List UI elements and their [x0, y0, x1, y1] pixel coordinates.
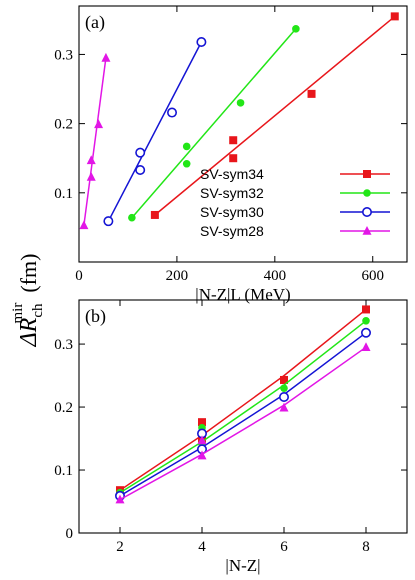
- data-point: [280, 375, 288, 384]
- y-tick-label: 0.2: [54, 117, 73, 133]
- y-tick-label: 0: [66, 526, 74, 542]
- x-axis-label: |N-Z|L (MeV): [195, 285, 290, 304]
- y-tick-label: 0.2: [54, 400, 73, 416]
- series-sv-sym28: [115, 342, 371, 504]
- series-line: [119, 346, 367, 501]
- series-line: [119, 320, 367, 494]
- panel-a: 0 200 400 600 0.1 0.2 0.3 (a) |N-Z|L (MeV) SV-sym…: [54, 5, 408, 304]
- series-sv-sym34: [116, 305, 370, 495]
- data-point: [94, 119, 104, 129]
- x-tick-label: 6: [280, 539, 288, 555]
- legend: SV-sym34 SV-sym32 SV-sym30 SV-sym28: [200, 166, 390, 239]
- data-point: [362, 316, 370, 325]
- plot-frame: [78, 299, 408, 534]
- legend-label: SV-sym30: [200, 204, 264, 220]
- data-point: [135, 164, 146, 175]
- data-point: [236, 99, 245, 107]
- legend-label: SV-sym34: [200, 166, 264, 182]
- series-sv-sym34: [150, 12, 399, 219]
- data-point: [197, 450, 207, 460]
- plot-frame: [78, 5, 408, 263]
- series-line: [107, 41, 203, 222]
- series-sv-sym30: [103, 36, 207, 227]
- data-point: [86, 155, 96, 165]
- data-point: [197, 435, 207, 445]
- y-label-sub: ch: [30, 303, 46, 318]
- x-tick-label: 2: [116, 539, 124, 555]
- data-point: [292, 25, 300, 33]
- data-point: [307, 89, 316, 98]
- data-point: [150, 210, 159, 219]
- y-label-main: ΔR: [16, 317, 42, 347]
- series-sv-sym28: [79, 52, 111, 230]
- series-line: [119, 332, 367, 497]
- data-point: [135, 147, 146, 158]
- x-tick-label: 8: [362, 539, 370, 555]
- data-point: [86, 171, 96, 181]
- data-point: [279, 402, 289, 412]
- series-sv-sym32: [128, 25, 300, 222]
- data-point: [198, 418, 206, 427]
- data-point: [360, 327, 371, 338]
- y-tick-label: 0.3: [54, 337, 73, 353]
- legend-marker: [362, 226, 372, 235]
- y-tick-label: 0.1: [54, 186, 73, 202]
- data-point: [362, 305, 370, 314]
- series-line: [154, 15, 396, 216]
- panel-label: (b): [85, 306, 106, 327]
- data-point: [196, 36, 207, 47]
- legend-label: SV-sym28: [200, 223, 264, 239]
- legend-label: SV-sym32: [200, 185, 264, 201]
- x-tick-label: 600: [361, 268, 384, 284]
- data-point: [128, 213, 136, 222]
- y-label-sup: mir: [10, 303, 26, 324]
- data-point: [182, 142, 191, 151]
- y-tick-label: 0.1: [54, 463, 73, 479]
- y-axis-label: ΔRchmir (fm): [10, 254, 46, 348]
- x-axis-label: |N-Z|: [225, 556, 260, 575]
- x-tick-label: 200: [166, 268, 189, 284]
- data-point: [103, 216, 114, 227]
- series-line: [131, 28, 297, 219]
- data-point: [229, 154, 238, 163]
- data-point: [182, 159, 191, 168]
- panel-label: (a): [85, 12, 105, 33]
- x-tick-label: 4: [198, 539, 206, 555]
- svg-text:ΔRchmir(fm): ΔRchmir (fm): [10, 254, 46, 348]
- data-point: [229, 136, 238, 145]
- series-line: [119, 308, 367, 491]
- x-tick-label: 400: [264, 268, 287, 284]
- y-tick-label: 0.3: [54, 47, 73, 63]
- data-point: [361, 342, 371, 352]
- data-point: [278, 391, 289, 402]
- data-point: [101, 52, 111, 62]
- data-point: [390, 12, 399, 21]
- series-sv-sym30: [115, 327, 371, 501]
- legend-marker: [363, 170, 371, 178]
- x-tick-label: 0: [75, 268, 83, 284]
- data-point: [280, 384, 288, 392]
- y-label-unit: (fm): [16, 254, 41, 293]
- data-point: [167, 107, 178, 118]
- data-point: [79, 220, 89, 230]
- legend-marker: [361, 207, 372, 218]
- series-line: [83, 57, 107, 226]
- data-point: [115, 494, 125, 504]
- legend-marker: [363, 189, 371, 197]
- panel-b: 2 4 6 8 0 0.1 0.2 0.3 (b) |N-Z|: [54, 299, 408, 575]
- series-sv-sym32: [116, 316, 370, 497]
